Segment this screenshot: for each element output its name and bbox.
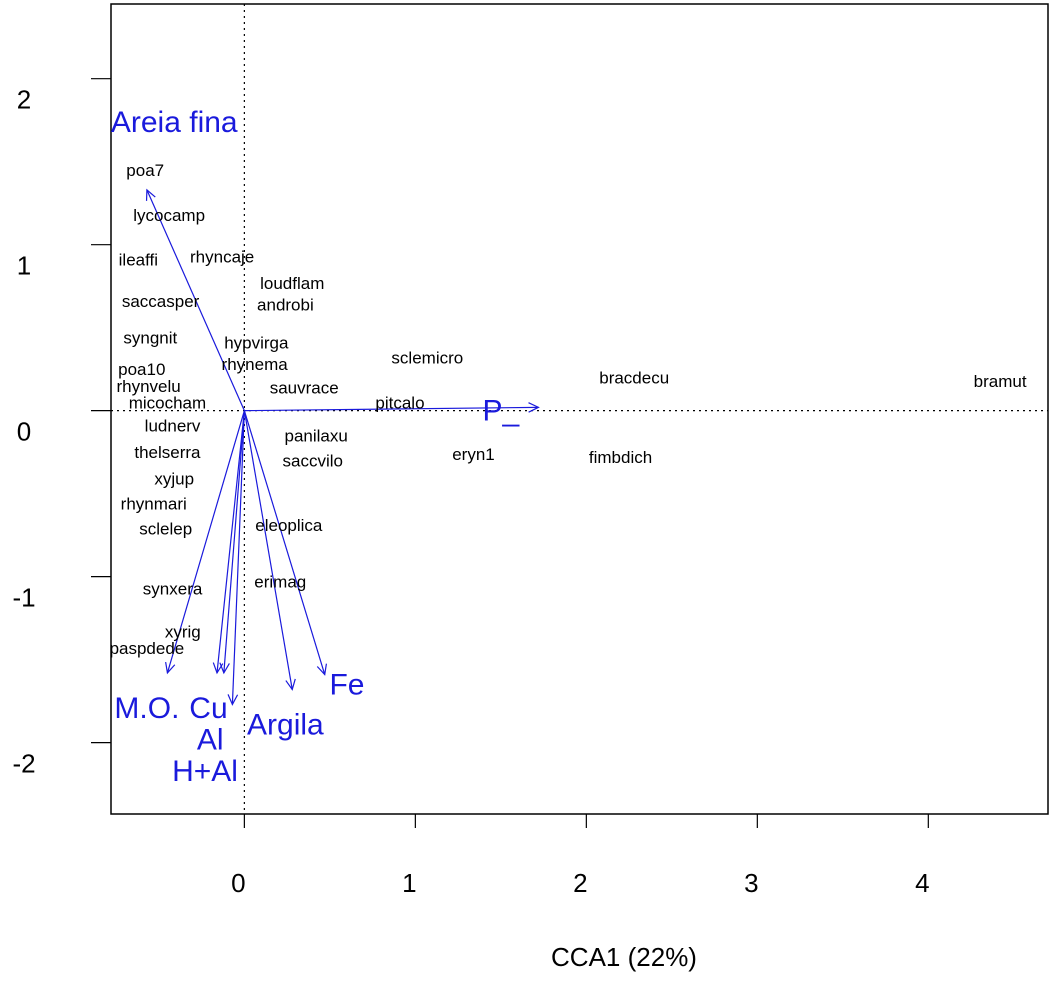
species-label: bramut — [974, 372, 1027, 391]
y-tick-label: -1 — [12, 583, 35, 613]
env-vector-label: H+Al — [172, 755, 238, 788]
env-arrow-head — [285, 678, 296, 691]
species-label: xyjup — [154, 470, 194, 489]
species-label: ileaffi — [119, 251, 158, 270]
species-label: saccvilo — [283, 451, 343, 470]
species-label: xyrig — [165, 622, 201, 641]
species-label: poa10 — [118, 360, 165, 379]
x-tick-label: 2 — [573, 868, 587, 898]
env-arrow-shaft — [223, 410, 245, 673]
env-vector-label: Areia fina — [111, 106, 238, 139]
species-label: loudflam — [260, 274, 324, 293]
species-label: androbi — [257, 295, 314, 314]
species-label: paspdede — [110, 639, 185, 658]
env-arrow-shaft — [166, 410, 245, 674]
species-label: syngnit — [123, 329, 177, 348]
species-label: sauvrace — [270, 378, 339, 397]
species-label: eryn1 — [452, 445, 495, 464]
species-label: panilaxu — [285, 427, 348, 446]
species-label: eleoplica — [255, 516, 323, 535]
env-arrow-shaft — [244, 406, 539, 412]
plot-frame — [110, 3, 1049, 815]
env-vector-label: M.O. — [114, 692, 179, 725]
x-axis: 0 1 2 3 4 — [231, 814, 930, 898]
y-tick-label: 2 — [17, 85, 31, 115]
env-vector-label: Cu — [189, 692, 227, 725]
env-vectors — [145, 188, 540, 706]
env-arrow-head — [219, 662, 230, 675]
species-label: micocham — [129, 393, 206, 412]
env-arrow-head — [316, 663, 328, 676]
species-labels: poa7 lycocamp ileaffi rhyncaje loudflam andro… — [110, 161, 1027, 658]
env-arrow — [244, 402, 540, 413]
x-tick-label: 3 — [744, 868, 758, 898]
species-label: pitcalo — [375, 393, 424, 412]
species-label: rhynvelu — [116, 377, 180, 396]
env-arrow — [219, 410, 245, 675]
species-label: erimag — [254, 573, 306, 592]
env-vector-label: Al — [197, 723, 224, 756]
species-label: lycocamp — [133, 206, 205, 225]
env-arrow-head — [145, 188, 156, 201]
species-label: thelserra — [134, 443, 201, 462]
y-tick-label: 0 — [17, 417, 31, 447]
y-tick-label: -2 — [12, 749, 35, 779]
env-arrow — [243, 410, 296, 691]
env-arrow-head — [227, 694, 239, 706]
env-arrow-head — [165, 661, 176, 675]
env-arrow-shaft — [243, 410, 293, 690]
species-label: fimbdich — [589, 448, 652, 467]
env-arrow — [212, 410, 245, 675]
species-label: rhyncaje — [190, 247, 254, 266]
y-tick-label: 1 — [17, 251, 31, 281]
env-arrow-shaft — [231, 410, 245, 705]
env-arrow — [243, 410, 328, 676]
species-label: synxera — [143, 579, 203, 598]
species-label: rhynema — [222, 355, 289, 374]
species-label: sclemicro — [391, 349, 463, 368]
x-tick-label: 1 — [402, 868, 416, 898]
species-label: bracdecu — [599, 368, 669, 387]
species-label: sclelep — [139, 520, 192, 539]
x-axis-title: CCA1 (22%) — [551, 942, 697, 972]
y-axis: -2 -1 0 1 2 — [12, 78, 111, 779]
species-label: saccasper — [122, 292, 200, 311]
species-label: ludnerv — [145, 417, 201, 436]
env-arrow-shaft — [243, 410, 326, 675]
env-vector-label: P_ — [482, 395, 520, 428]
env-arrow — [165, 410, 245, 675]
x-tick-label: 0 — [231, 868, 245, 898]
species-label: hypvirga — [224, 334, 289, 353]
species-label: poa7 — [126, 161, 164, 180]
env-arrow-head — [528, 402, 540, 413]
species-label: rhynmari — [121, 495, 187, 514]
env-arrow-shaft — [146, 189, 245, 411]
env-arrow-shaft — [216, 410, 245, 673]
x-tick-label: 4 — [915, 868, 929, 898]
env-vector-label: Argila — [247, 708, 324, 741]
reference-lines — [111, 4, 1048, 814]
env-vector-label: Fe — [329, 669, 364, 702]
env-arrow — [227, 410, 245, 706]
env-arrow — [145, 188, 245, 411]
